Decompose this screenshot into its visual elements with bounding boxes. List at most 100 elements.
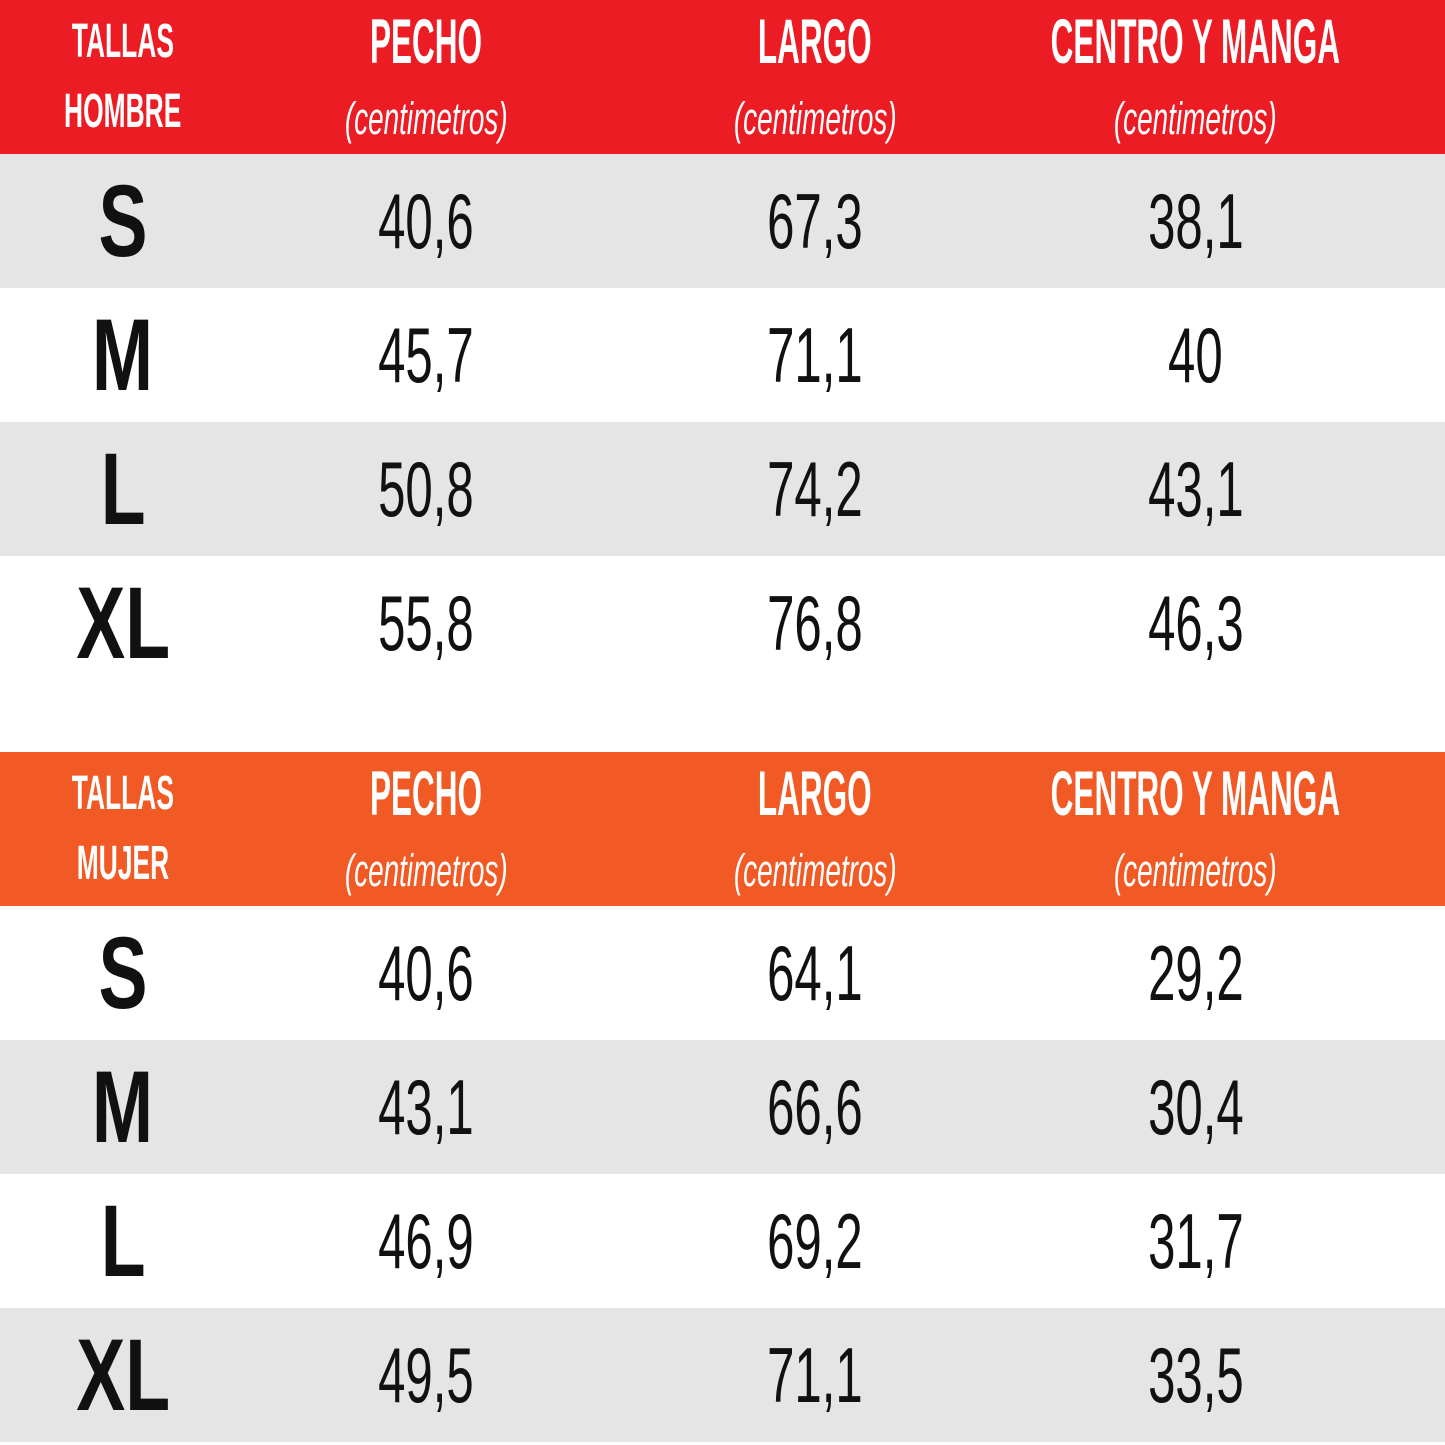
men-col-label-centro-y-manga: CENTRO Y MANGA — [1051, 7, 1341, 78]
size-cell: S — [0, 170, 246, 272]
women-col-unit-largo: (centimetros) — [733, 844, 897, 896]
size-label: XL — [75, 1318, 170, 1432]
women-row-m: M 43,1 66,6 30,4 — [0, 1040, 1445, 1174]
largo-value: 71,1 — [767, 1331, 863, 1419]
women-col-label-pecho: PECHO — [370, 759, 483, 830]
centro-y-manga-cell: 29,2 — [1023, 934, 1368, 1012]
size-cell: S — [0, 922, 246, 1024]
centro-y-manga-value: 40 — [1168, 311, 1224, 399]
pecho-value: 49,5 — [378, 1331, 475, 1419]
men-col-unit-largo: (centimetros) — [733, 92, 897, 144]
women-col-label-largo: LARGO — [758, 759, 872, 830]
centro-y-manga-value: 38,1 — [1147, 177, 1244, 265]
men-col-label-pecho: PECHO — [370, 7, 483, 78]
size-label: XL — [75, 566, 170, 680]
centro-y-manga-value: 29,2 — [1147, 929, 1244, 1017]
centro-y-manga-cell: 43,1 — [1023, 450, 1368, 528]
centro-y-manga-value: 30,4 — [1147, 1063, 1244, 1151]
men-col-unit-centro-y-manga: (centimetros) — [1114, 92, 1278, 144]
pecho-value: 46,9 — [378, 1197, 475, 1285]
women-col-header-largo: LARGO (centimetros) — [607, 760, 1023, 897]
men-table-title-line1: TALLAS — [71, 15, 174, 69]
largo-cell: 71,1 — [607, 316, 1023, 394]
men-col-header-centro-y-manga: CENTRO Y MANGA (centimetros) — [1023, 8, 1368, 145]
size-cell: XL — [0, 1324, 246, 1426]
largo-cell: 76,8 — [607, 584, 1023, 662]
pecho-cell: 49,5 — [246, 1336, 607, 1414]
centro-y-manga-cell: 33,5 — [1023, 1336, 1368, 1414]
men-row-xl: XL 55,8 76,8 46,3 — [0, 556, 1445, 690]
pecho-cell: 55,8 — [246, 584, 607, 662]
largo-value: 66,6 — [767, 1063, 863, 1151]
women-table-title-line1: TALLAS — [71, 767, 174, 821]
men-table-header: TALLAS HOMBRE PECHO (centimetros) LARGO … — [0, 0, 1445, 154]
largo-value: 76,8 — [767, 579, 863, 667]
largo-cell: 69,2 — [607, 1202, 1023, 1280]
size-label: M — [92, 1050, 154, 1164]
women-table-title-cell: TALLAS MUJER — [0, 759, 246, 898]
largo-cell: 66,6 — [607, 1068, 1023, 1146]
men-row-l: L 50,8 74,2 43,1 — [0, 422, 1445, 556]
men-table-title-line2: HOMBRE — [64, 85, 182, 138]
pecho-value: 40,6 — [378, 177, 475, 265]
largo-value: 67,3 — [767, 177, 863, 265]
women-col-label-centro-y-manga: CENTRO Y MANGA — [1051, 759, 1341, 830]
pecho-cell: 46,9 — [246, 1202, 607, 1280]
men-row-s: S 40,6 67,3 38,1 — [0, 154, 1445, 288]
size-cell: M — [0, 304, 246, 406]
largo-cell: 74,2 — [607, 450, 1023, 528]
pecho-value: 45,7 — [378, 311, 475, 399]
women-col-unit-pecho: (centimetros) — [344, 844, 508, 896]
size-label: S — [98, 164, 148, 278]
size-label: L — [100, 432, 146, 546]
pecho-cell: 40,6 — [246, 934, 607, 1012]
pecho-cell: 40,6 — [246, 182, 607, 260]
men-col-unit-pecho: (centimetros) — [344, 92, 508, 144]
centro-y-manga-cell: 30,4 — [1023, 1068, 1368, 1146]
women-table-header: TALLAS MUJER PECHO (centimetros) LARGO (… — [0, 752, 1445, 906]
largo-value: 69,2 — [767, 1197, 863, 1285]
pecho-value: 50,8 — [378, 445, 475, 533]
men-size-table: TALLAS HOMBRE PECHO (centimetros) LARGO … — [0, 0, 1445, 690]
women-row-s: S 40,6 64,1 29,2 — [0, 906, 1445, 1040]
size-label: M — [92, 298, 154, 412]
size-cell: XL — [0, 572, 246, 674]
size-cell: L — [0, 438, 246, 540]
centro-y-manga-cell: 31,7 — [1023, 1202, 1368, 1280]
largo-value: 71,1 — [767, 311, 863, 399]
pecho-value: 40,6 — [378, 929, 475, 1017]
centro-y-manga-value: 33,5 — [1147, 1331, 1244, 1419]
women-row-l: L 46,9 69,2 31,7 — [0, 1174, 1445, 1308]
pecho-value: 43,1 — [378, 1063, 475, 1151]
centro-y-manga-cell: 40 — [1023, 316, 1368, 394]
pecho-cell: 50,8 — [246, 450, 607, 528]
pecho-cell: 43,1 — [246, 1068, 607, 1146]
largo-value: 64,1 — [767, 929, 863, 1017]
centro-y-manga-value: 46,3 — [1147, 579, 1244, 667]
size-label: L — [100, 1184, 146, 1298]
largo-cell: 67,3 — [607, 182, 1023, 260]
size-label: S — [98, 916, 148, 1030]
women-col-header-pecho: PECHO (centimetros) — [246, 760, 607, 897]
centro-y-manga-cell: 38,1 — [1023, 182, 1368, 260]
women-col-unit-centro-y-manga: (centimetros) — [1114, 844, 1278, 896]
women-table-title-line2: MUJER — [76, 837, 170, 890]
size-cell: M — [0, 1056, 246, 1158]
largo-value: 74,2 — [767, 445, 863, 533]
pecho-cell: 45,7 — [246, 316, 607, 394]
women-row-xl: XL 49,5 71,1 33,5 — [0, 1308, 1445, 1442]
men-col-header-pecho: PECHO (centimetros) — [246, 8, 607, 145]
men-col-label-largo: LARGO — [758, 7, 872, 78]
men-table-title-cell: TALLAS HOMBRE — [0, 7, 246, 146]
centro-y-manga-value: 43,1 — [1147, 445, 1244, 533]
women-size-table: TALLAS MUJER PECHO (centimetros) LARGO (… — [0, 752, 1445, 1442]
men-row-m: M 45,7 71,1 40 — [0, 288, 1445, 422]
centro-y-manga-cell: 46,3 — [1023, 584, 1368, 662]
men-col-header-largo: LARGO (centimetros) — [607, 8, 1023, 145]
largo-cell: 71,1 — [607, 1336, 1023, 1414]
centro-y-manga-value: 31,7 — [1147, 1197, 1244, 1285]
largo-cell: 64,1 — [607, 934, 1023, 1012]
pecho-value: 55,8 — [378, 579, 475, 667]
size-cell: L — [0, 1190, 246, 1292]
